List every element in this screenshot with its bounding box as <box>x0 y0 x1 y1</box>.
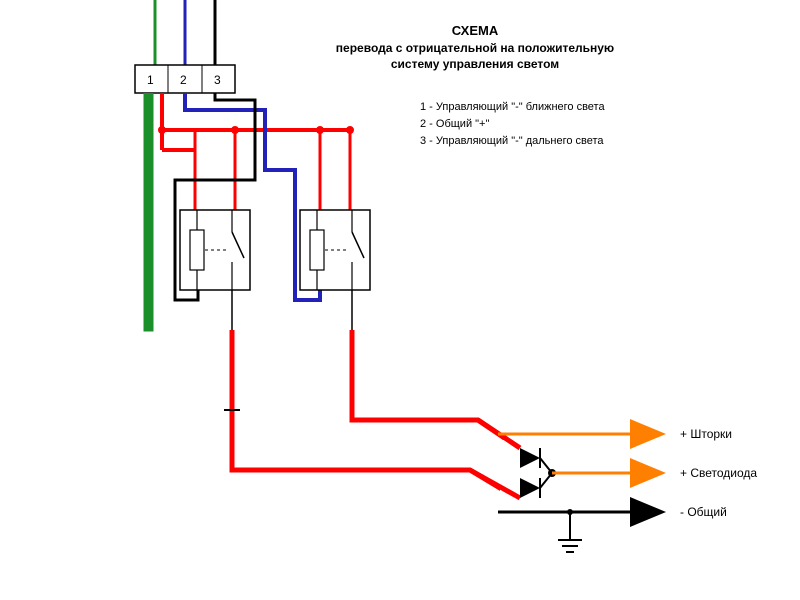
terminal-label-2: 2 <box>180 73 187 87</box>
legend-item-2: 2 - Общий "+" <box>420 118 489 130</box>
wiring-diagram: СХЕМА перевода с отрицательной на положи… <box>0 0 800 600</box>
legend-item-1: 1 - Управляющий "-" ближнего света <box>420 101 605 113</box>
out-shtorki-label: + Шторки <box>680 427 732 441</box>
relay-2 <box>300 210 370 290</box>
diode-mask <box>500 440 560 520</box>
ground-symbol <box>558 512 582 552</box>
out-common-label: - Общий <box>680 505 727 519</box>
gnd-dot <box>567 509 573 515</box>
title-line3: систему управления светом <box>391 57 559 71</box>
relay-1 <box>180 210 250 290</box>
terminal-label-3: 3 <box>214 73 221 87</box>
title-line2: перевода с отрицательной на положительну… <box>336 41 614 55</box>
title-line1: СХЕМА <box>452 23 499 38</box>
legend-item-3: 3 - Управляющий "-" дальнего света <box>420 135 604 147</box>
out-led-label: + Светодиода <box>680 466 757 480</box>
terminal-label-1: 1 <box>147 73 154 87</box>
